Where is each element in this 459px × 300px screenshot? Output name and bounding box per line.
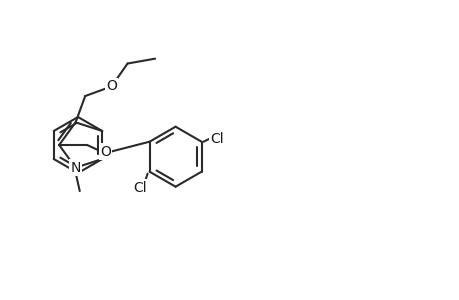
- Text: Cl: Cl: [133, 181, 146, 195]
- Text: O: O: [106, 80, 117, 94]
- Text: N: N: [70, 161, 81, 175]
- Text: Cl: Cl: [210, 132, 224, 146]
- Text: O: O: [100, 145, 111, 159]
